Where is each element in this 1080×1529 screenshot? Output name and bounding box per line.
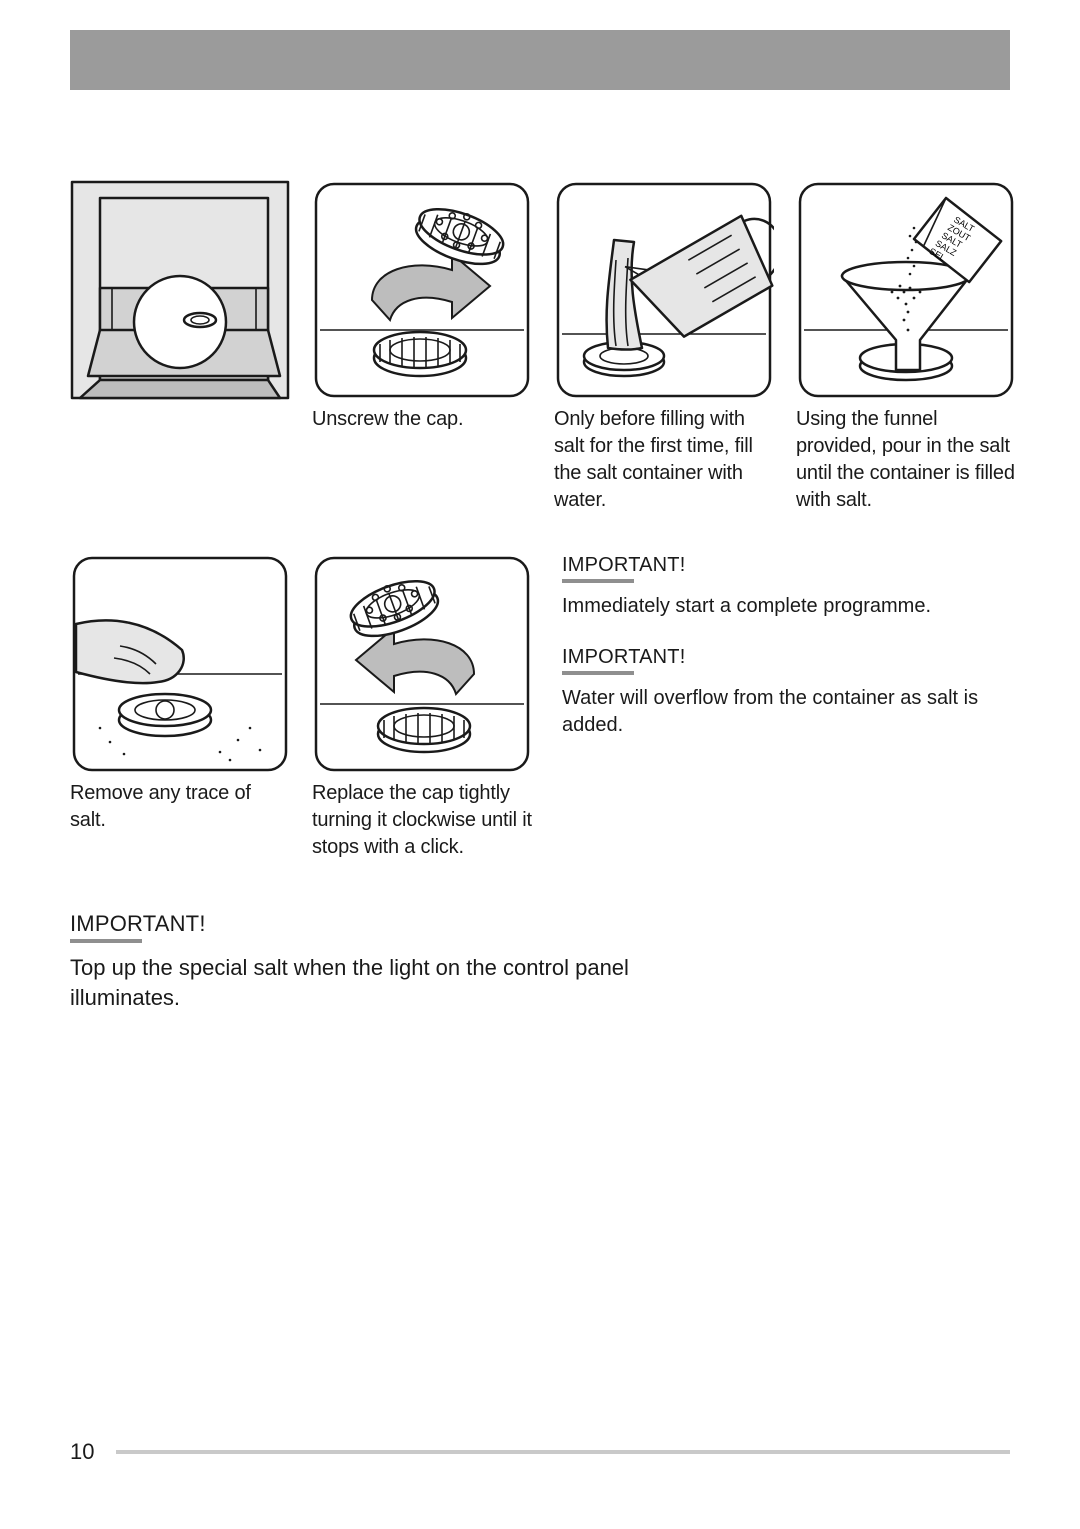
figure-6-caption: Replace the cap tightly turning it clock… xyxy=(312,780,532,861)
page-footer: 10 xyxy=(70,1439,1010,1465)
important-rule xyxy=(562,671,634,675)
important-block-2: IMPORTANT! Water will overflow from the … xyxy=(562,646,1010,739)
figure-4-svg: SALT ZOUT SALT SALZ SEL xyxy=(796,180,1016,400)
figure-row-1: Unscrew the cap. xyxy=(70,180,1010,514)
important-notes-right: IMPORTANT! Immediately start a complete … xyxy=(554,554,1010,861)
footer-rule xyxy=(116,1450,1010,1454)
page: Unscrew the cap. xyxy=(0,0,1080,1529)
important-body: Immediately start a complete programme. xyxy=(562,593,1010,620)
figure-1 xyxy=(70,180,290,514)
figure-5-caption: Remove any trace of salt. xyxy=(70,780,290,834)
important-rule xyxy=(70,939,142,943)
important-heading: IMPORTANT! xyxy=(562,646,1010,669)
figure-3-svg xyxy=(554,180,774,400)
figure-1-svg xyxy=(70,180,290,400)
figure-4-caption: Using the funnel provided, pour in the s… xyxy=(796,406,1016,514)
figure-2-caption: Unscrew the cap. xyxy=(312,406,532,433)
figure-2: Unscrew the cap. xyxy=(312,180,532,514)
figure-3: Only before filling with salt for the fi… xyxy=(554,180,774,514)
figure-5: Remove any trace of salt. xyxy=(70,554,290,861)
figure-2-svg xyxy=(312,180,532,400)
header-banner xyxy=(70,30,1010,90)
figure-6: Replace the cap tightly turning it clock… xyxy=(312,554,532,861)
figure-6-svg xyxy=(312,554,532,774)
page-number: 10 xyxy=(70,1439,94,1465)
figure-3-caption: Only before filling with salt for the fi… xyxy=(554,406,774,514)
section-2: Remove any trace of salt. xyxy=(70,554,1010,861)
important-block-bottom: IMPORTANT! Top up the special salt when … xyxy=(70,911,630,1012)
important-body: Water will overflow from the container a… xyxy=(562,685,1010,739)
important-rule xyxy=(562,579,634,583)
important-body: Top up the special salt when the light o… xyxy=(70,953,630,1012)
important-block-1: IMPORTANT! Immediately start a complete … xyxy=(562,554,1010,620)
figure-4: SALT ZOUT SALT SALZ SEL Using the funnel… xyxy=(796,180,1016,514)
important-heading: IMPORTANT! xyxy=(70,911,630,937)
figure-3-lead: Only before filling with salt for the fi… xyxy=(554,408,745,457)
figure-5-svg xyxy=(70,554,290,774)
figure-row-2: Remove any trace of salt. xyxy=(70,554,532,861)
important-heading: IMPORTANT! xyxy=(562,554,1010,577)
